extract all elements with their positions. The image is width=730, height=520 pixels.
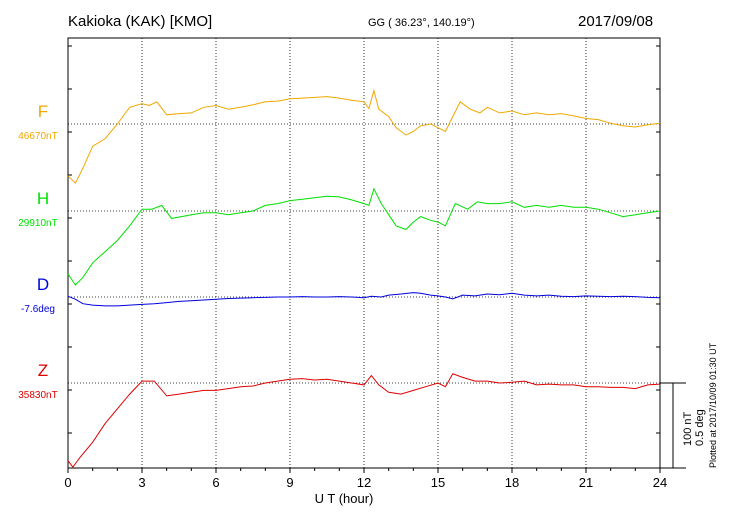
x-tick-label: 18 bbox=[505, 475, 519, 490]
x-tick-label: 6 bbox=[212, 475, 219, 490]
date-label: 2017/09/08 bbox=[578, 13, 654, 30]
coordinates-label: GG ( 36.23°, 140.19°) bbox=[368, 17, 475, 29]
series-f-label: F bbox=[38, 102, 48, 121]
series-d-label: D bbox=[37, 275, 49, 294]
x-tick-label: 9 bbox=[286, 475, 293, 490]
series-z-line bbox=[67, 373, 661, 468]
x-tick-label: 21 bbox=[579, 475, 593, 490]
x-tick-label: 15 bbox=[431, 475, 445, 490]
x-tick-label: 3 bbox=[138, 475, 145, 490]
series-z-baseline: 35830nT bbox=[18, 390, 57, 401]
x-tick-label: 12 bbox=[357, 475, 371, 490]
series-h-baseline: 29910nT bbox=[18, 218, 57, 229]
series-f-baseline: 46670nT bbox=[18, 131, 57, 142]
scale-angle-label: 0.5 deg bbox=[694, 409, 706, 446]
series-z-label: Z bbox=[38, 361, 48, 380]
series-d-line bbox=[67, 292, 661, 307]
series-d-baseline: -7.6deg bbox=[21, 304, 55, 315]
x-tick-label: 24 bbox=[653, 475, 667, 490]
x-tick-label: 0 bbox=[64, 475, 71, 490]
series-h-line bbox=[67, 187, 661, 286]
x-axis-title: U T (hour) bbox=[315, 491, 374, 506]
series-h-label: H bbox=[37, 189, 49, 208]
plotted-timestamp: Plotted at 2017/10/09 01:30 UT bbox=[708, 342, 718, 468]
series-f-line bbox=[67, 88, 661, 185]
scale-field-label: 100 nT bbox=[682, 411, 694, 446]
station-title: Kakioka (KAK) [KMO] bbox=[68, 13, 213, 30]
